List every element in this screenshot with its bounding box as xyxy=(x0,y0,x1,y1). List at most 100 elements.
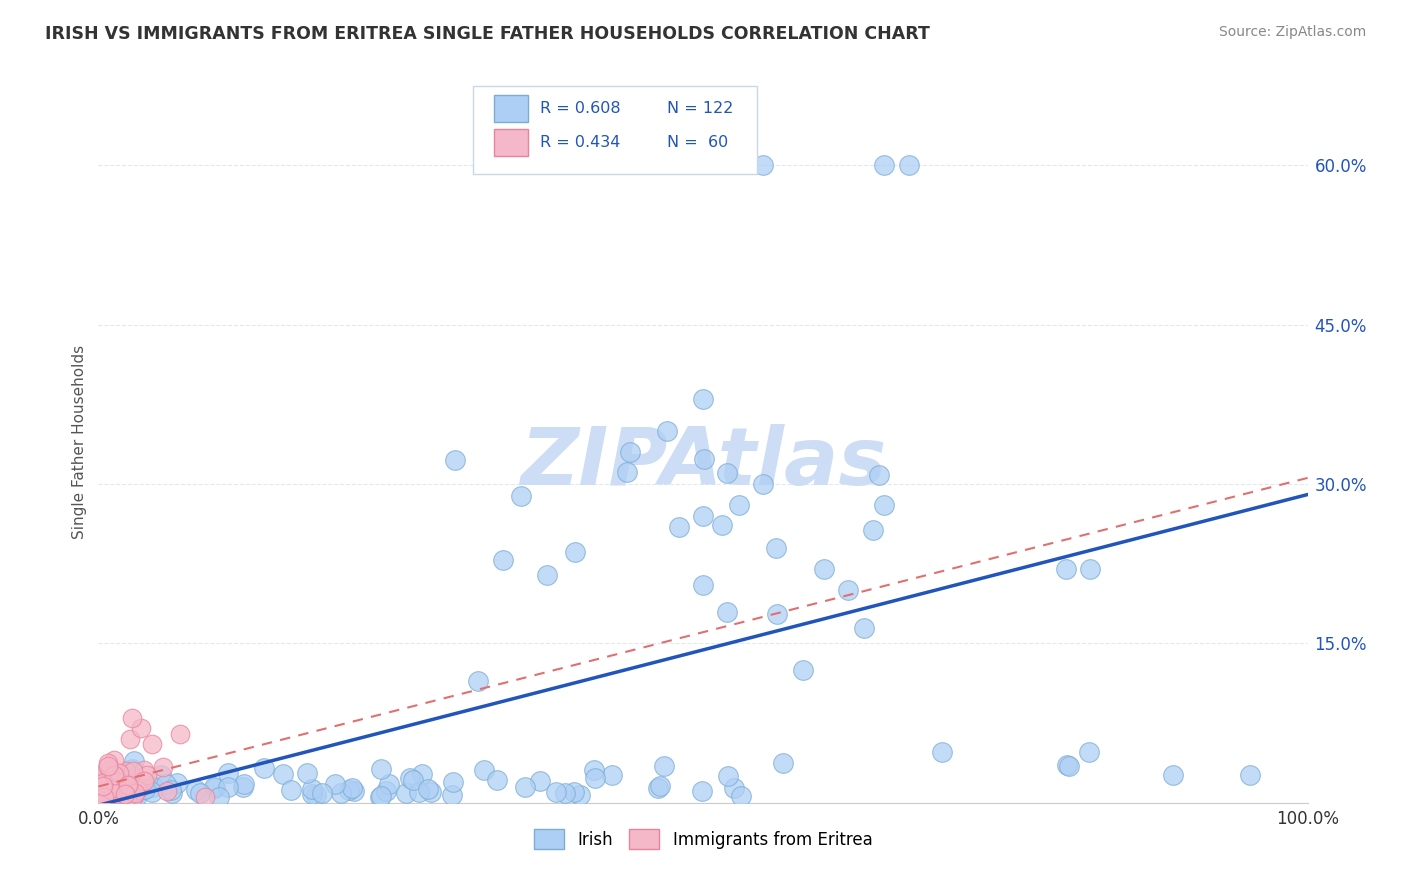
Point xyxy=(311,786,333,800)
Point xyxy=(723,780,745,795)
Point xyxy=(564,545,586,559)
Point xyxy=(408,784,430,798)
FancyBboxPatch shape xyxy=(494,128,527,156)
FancyBboxPatch shape xyxy=(474,86,758,174)
Point xyxy=(101,780,124,795)
Point xyxy=(654,759,676,773)
Point xyxy=(897,158,920,172)
Point xyxy=(115,789,138,803)
Point xyxy=(125,787,148,801)
Point xyxy=(692,451,714,466)
Point xyxy=(156,784,179,798)
Point xyxy=(655,424,678,438)
Point xyxy=(104,787,127,801)
Point xyxy=(96,772,118,786)
Point xyxy=(569,788,592,802)
Point xyxy=(110,784,132,798)
Point xyxy=(115,789,138,804)
Point xyxy=(232,780,254,794)
Point xyxy=(375,784,398,798)
Point xyxy=(128,780,150,795)
Point xyxy=(554,786,576,800)
Point xyxy=(399,771,422,785)
Point xyxy=(1078,745,1101,759)
Point xyxy=(166,776,188,790)
Point xyxy=(114,778,136,792)
Point xyxy=(103,788,125,802)
Point xyxy=(271,766,294,780)
Point xyxy=(103,753,125,767)
FancyBboxPatch shape xyxy=(494,95,527,122)
Point xyxy=(339,782,361,797)
Point xyxy=(692,508,714,523)
Point xyxy=(440,789,463,803)
Point xyxy=(204,780,226,795)
Text: IRISH VS IMMIGRANTS FROM ERITREA SINGLE FATHER HOUSEHOLDS CORRELATION CHART: IRISH VS IMMIGRANTS FROM ERITREA SINGLE … xyxy=(45,25,929,43)
Point xyxy=(122,790,145,805)
Point xyxy=(402,772,425,787)
Point xyxy=(107,775,129,789)
Point xyxy=(98,763,121,777)
Point xyxy=(583,771,606,785)
Point xyxy=(103,784,125,798)
Point xyxy=(89,780,111,794)
Point xyxy=(330,786,353,800)
Point xyxy=(89,790,111,805)
Point xyxy=(207,790,229,805)
Point xyxy=(90,787,112,801)
Point xyxy=(89,784,111,798)
Point xyxy=(368,790,391,805)
Point xyxy=(692,577,714,591)
Point xyxy=(121,785,143,799)
Point xyxy=(233,777,256,791)
Point xyxy=(648,779,671,793)
Point xyxy=(118,732,141,747)
Point xyxy=(668,519,690,533)
Point xyxy=(486,773,509,788)
Point xyxy=(184,782,207,797)
Point xyxy=(868,467,890,482)
Point xyxy=(114,764,136,778)
Point xyxy=(104,778,127,792)
Point xyxy=(853,621,876,635)
Point xyxy=(716,769,738,783)
Text: R = 0.434: R = 0.434 xyxy=(540,135,620,150)
Point xyxy=(295,766,318,780)
Point xyxy=(125,782,148,797)
Point xyxy=(323,777,346,791)
Point xyxy=(873,498,896,512)
Point xyxy=(474,763,496,777)
Point xyxy=(616,465,638,479)
Point xyxy=(105,778,128,792)
Point xyxy=(492,553,515,567)
Point xyxy=(301,787,323,801)
Point xyxy=(118,783,141,797)
Point xyxy=(619,445,641,459)
Point xyxy=(411,767,433,781)
Point xyxy=(117,778,139,792)
Point xyxy=(217,766,239,780)
Point xyxy=(112,777,135,791)
Point xyxy=(98,762,121,776)
Point xyxy=(813,562,835,576)
Point xyxy=(91,776,114,790)
Point xyxy=(169,727,191,741)
Point xyxy=(1056,758,1078,772)
Point xyxy=(100,778,122,792)
Y-axis label: Single Father Households: Single Father Households xyxy=(72,344,87,539)
Point xyxy=(149,767,172,781)
Point xyxy=(752,477,775,491)
Point xyxy=(96,788,118,802)
Point xyxy=(121,711,143,725)
Point xyxy=(1054,562,1077,576)
Point xyxy=(217,780,239,794)
Point xyxy=(98,771,121,785)
Point xyxy=(97,759,120,773)
Point xyxy=(104,788,127,802)
Point xyxy=(1078,562,1101,576)
Point xyxy=(159,782,181,797)
Point xyxy=(792,663,814,677)
Point xyxy=(114,787,136,801)
Point xyxy=(111,788,134,802)
Point xyxy=(837,583,859,598)
